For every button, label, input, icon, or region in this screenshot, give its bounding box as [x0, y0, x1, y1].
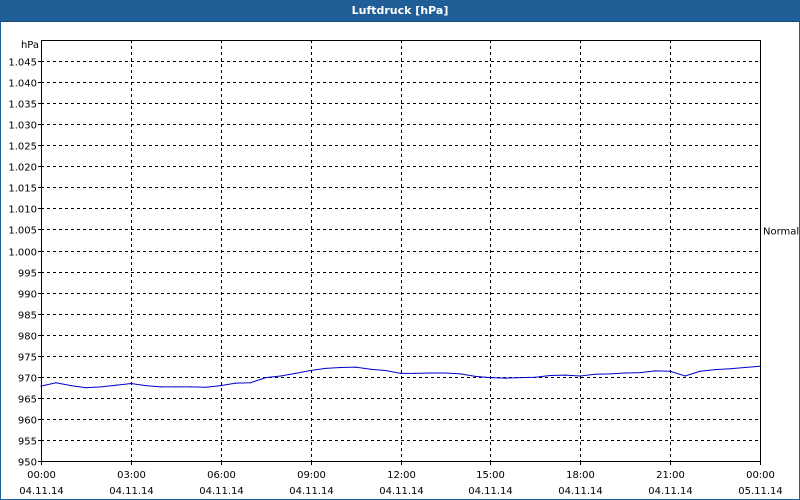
data-point	[414, 372, 417, 374]
data-point	[639, 372, 641, 374]
x-tick-date-label: 04.11.14	[648, 486, 693, 497]
grid	[41, 40, 760, 461]
data-point	[369, 368, 372, 370]
x-tick-time-label: 15:00	[476, 470, 505, 481]
x-tick-time-label: 18:00	[566, 470, 595, 481]
data-point	[534, 376, 536, 378]
data-point	[115, 384, 117, 386]
y-tick-label: 1.000	[8, 248, 37, 259]
x-tick-time-label: 00:00	[27, 470, 56, 481]
data-point	[624, 372, 626, 374]
data-point	[295, 372, 297, 374]
data-point	[355, 366, 357, 368]
data-point	[489, 377, 491, 379]
data-point	[145, 385, 147, 387]
series	[40, 365, 761, 389]
x-tick-date-label: 04.11.14	[558, 486, 603, 497]
y-tick-label: 960	[18, 416, 37, 427]
x-tick-time-label: 06:00	[207, 470, 236, 481]
x-tick-date-label: 04.11.14	[379, 486, 424, 497]
y-tick-label: 1.040	[8, 79, 37, 90]
y-tick-label: 985	[18, 311, 37, 322]
data-point	[40, 385, 42, 387]
y-tick-label: 1.045	[8, 58, 37, 69]
y-tick-label: 975	[18, 353, 37, 364]
y-tick-label: 970	[18, 374, 37, 385]
data-point	[310, 369, 312, 372]
x-tick-date-label: 04.11.14	[199, 486, 244, 497]
data-point	[429, 372, 432, 374]
data-point	[85, 387, 87, 389]
y-axis-unit-label: hPa	[21, 40, 39, 51]
data-point	[609, 373, 611, 375]
chart-title: Luftdruck [hPa]	[0, 0, 800, 22]
pressure-series-line	[40, 365, 761, 389]
x-tick-date-label: 04.11.14	[109, 486, 154, 497]
data-point	[579, 375, 581, 377]
data-point	[519, 377, 521, 379]
data-point	[729, 368, 731, 370]
data-point	[594, 373, 596, 375]
data-point	[459, 373, 461, 375]
y-tick-label: 995	[18, 269, 37, 280]
data-point	[384, 369, 387, 372]
x-tick-time-label: 21:00	[656, 470, 685, 481]
data-point	[235, 382, 237, 384]
data-point	[744, 366, 746, 369]
y-tick-label: 955	[18, 437, 37, 448]
data-point	[70, 385, 72, 387]
y-tick-label: 1.020	[8, 163, 37, 174]
x-tick-date-label: 04.11.14	[468, 486, 513, 497]
y-tick-label: 1.025	[8, 142, 37, 153]
y-tick-label: 990	[18, 290, 37, 301]
data-point	[190, 386, 192, 388]
data-point	[100, 386, 102, 388]
y-tick-label: 980	[18, 332, 37, 343]
y-tick-label: 965	[18, 395, 37, 406]
y-tick-label: 1.035	[8, 100, 37, 111]
y-tick-label: 1.030	[8, 121, 37, 132]
x-tick-date-label: 04.11.14	[289, 486, 334, 497]
data-point	[549, 374, 551, 377]
data-point	[504, 377, 506, 379]
data-point	[265, 377, 267, 379]
data-point	[325, 367, 327, 369]
y-tick-label: 1.010	[8, 205, 37, 216]
x-tick-time-label: 09:00	[297, 470, 326, 481]
x-tick-date-label: 04.11.14	[19, 486, 64, 497]
normal-reference-label: Normal	[763, 226, 799, 237]
x-tick-time-label: 00:00	[746, 470, 775, 481]
x-tick-time-label: 03:00	[117, 470, 146, 481]
data-point	[340, 366, 342, 369]
x-tick-time-label: 12:00	[387, 470, 416, 481]
data-point	[444, 372, 446, 374]
data-point	[684, 375, 686, 377]
data-point	[759, 365, 761, 367]
y-axis: 950 955 960 965 970 975 980 985 990 995 1.000 1.005…	[8, 58, 41, 469]
data-point	[250, 382, 252, 384]
data-point	[160, 386, 162, 388]
data-point	[474, 375, 476, 377]
data-point	[55, 382, 57, 384]
data-point	[205, 386, 207, 388]
data-point	[280, 375, 282, 377]
y-tick-label: 950	[18, 458, 37, 469]
data-point	[220, 385, 222, 387]
y-tick-label: 1.015	[8, 184, 37, 195]
x-tick-date-label: 05.11.14	[738, 486, 783, 497]
data-point	[130, 382, 132, 385]
data-point	[399, 372, 402, 374]
x-axis: 00:00 04.11.14 03:00 04.11.14 06:00 04.11.14 0…	[19, 461, 783, 497]
data-point	[669, 370, 671, 372]
data-point	[564, 374, 566, 376]
y-tick-label: 1.005	[8, 226, 37, 237]
data-point	[654, 370, 656, 372]
data-point	[175, 386, 177, 388]
data-point	[714, 369, 716, 371]
data-point	[699, 370, 701, 372]
